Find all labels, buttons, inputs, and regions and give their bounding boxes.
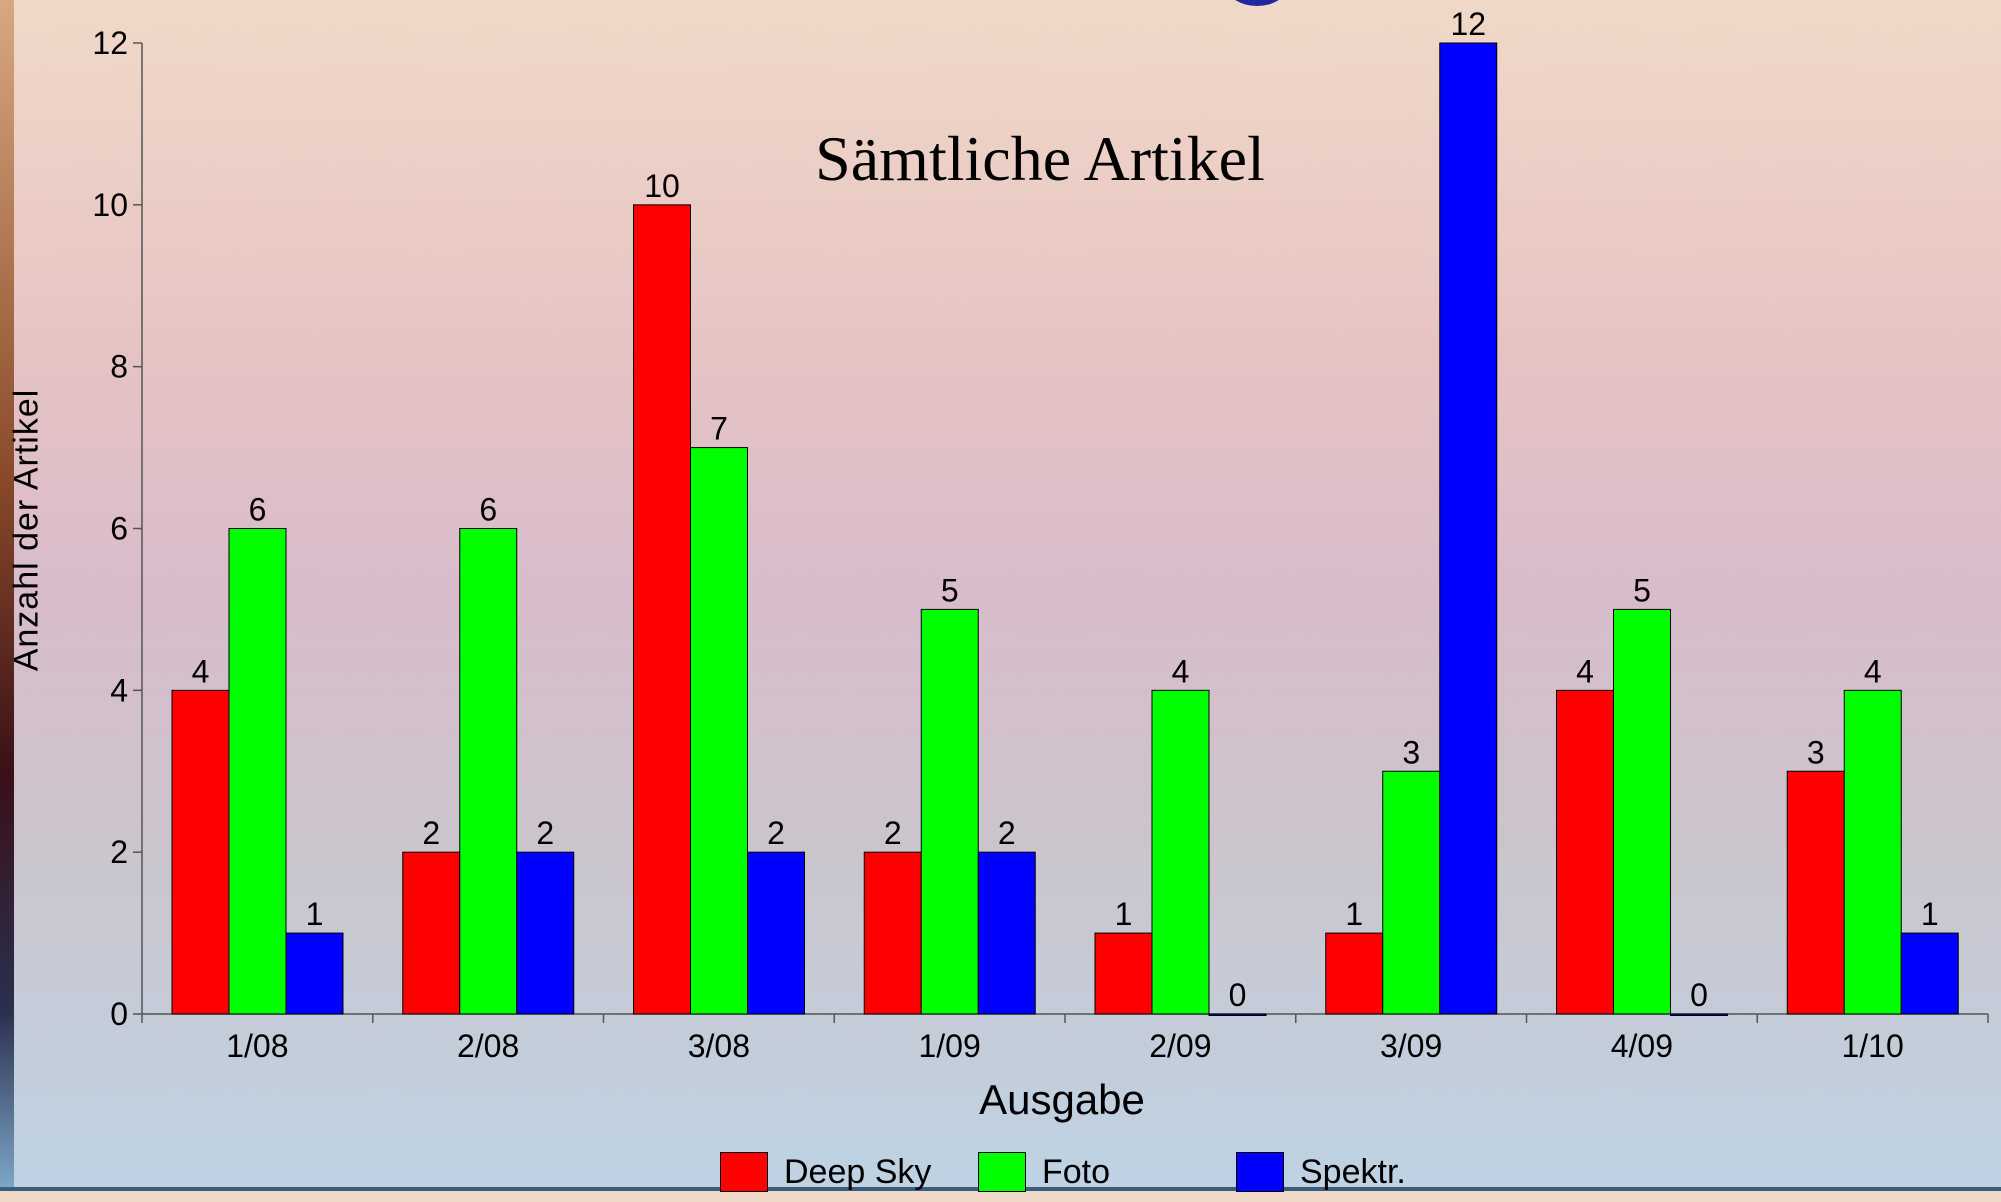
bar: [285, 932, 344, 1015]
bar: [1613, 608, 1671, 1015]
bar-value-label: 4: [1576, 653, 1594, 689]
y-tick-label: 4: [110, 672, 128, 708]
legend: Deep Sky Foto Spektr.: [720, 1152, 1480, 1202]
bar-value-label: 12: [1450, 6, 1486, 42]
bar-value-label: 1: [306, 896, 324, 932]
legend-swatch-deep-sky: [720, 1152, 768, 1192]
y-tick-label: 2: [110, 834, 128, 870]
bar: [228, 528, 287, 1015]
bar: [863, 851, 922, 1015]
bar-value-label: 0: [1229, 977, 1247, 1013]
x-tick-label: 3/09: [1380, 1028, 1442, 1064]
y-axis-title: Anzahl der Artikel: [7, 388, 46, 672]
bar: [1786, 770, 1845, 1015]
bar: [459, 528, 518, 1015]
legend-label-deep-sky: Deep Sky: [784, 1153, 932, 1191]
bar-value-label: 4: [1864, 653, 1882, 689]
partial-logo-shape: [1228, 0, 1286, 6]
x-tick-label: 1/09: [918, 1028, 980, 1064]
x-axis-title: Ausgabe: [979, 1076, 1145, 1123]
bar-value-label: 7: [710, 411, 728, 447]
y-tick-label: 0: [110, 996, 128, 1032]
legend-swatch-spektr: [1236, 1152, 1284, 1192]
bar-value-label: 5: [941, 572, 959, 608]
bar: [1439, 42, 1498, 1015]
bar-value-label: 1: [1345, 896, 1363, 932]
bar: [747, 851, 805, 1015]
bar-value-label: 2: [536, 815, 554, 851]
x-tick-label: 2/08: [457, 1028, 519, 1064]
y-tick-label: 10: [92, 187, 128, 223]
legend-label-spektr: Spektr.: [1300, 1153, 1406, 1191]
bar-value-label: 10: [644, 168, 680, 204]
bar-value-label: 0: [1690, 977, 1708, 1013]
bar: [1094, 932, 1153, 1015]
bar: [1900, 932, 1959, 1015]
bar: [1151, 689, 1210, 1015]
x-tick-label: 1/10: [1841, 1028, 1903, 1064]
bar-value-label: 6: [249, 492, 267, 528]
left-edge-decoration: [0, 0, 14, 1191]
chart-title: Sämtliche Artikel: [815, 123, 1265, 194]
legend-item-deep-sky: Deep Sky: [720, 1152, 931, 1192]
bar-value-label: 3: [1402, 734, 1420, 770]
bar-value-label: 4: [192, 653, 210, 689]
bar-value-label: 3: [1807, 734, 1825, 770]
bar-value-label: 2: [422, 815, 440, 851]
bar: [1208, 1013, 1267, 1016]
bar: [920, 608, 979, 1015]
bar: [977, 851, 1036, 1015]
bar: [690, 447, 748, 1015]
bar-value-label: 2: [998, 815, 1016, 851]
bar-value-label: 6: [479, 492, 497, 528]
bar: [633, 204, 691, 1015]
bar-value-label: 4: [1172, 653, 1190, 689]
legend-label-foto: Foto: [1042, 1153, 1111, 1191]
y-tick-label: 6: [110, 511, 128, 547]
bar: [171, 689, 230, 1015]
legend-item-foto: Foto: [978, 1152, 1110, 1192]
legend-item-spektr: Spektr.: [1236, 1152, 1406, 1192]
bar-value-label: 2: [767, 815, 785, 851]
bar-value-label: 5: [1633, 572, 1651, 608]
legend-swatch-foto: [978, 1152, 1026, 1192]
y-tick-label: 8: [110, 349, 128, 385]
bar-value-label: 1: [1115, 896, 1133, 932]
bar-value-label: 2: [884, 815, 902, 851]
bar: [1325, 932, 1384, 1015]
x-tick-label: 4/09: [1611, 1028, 1673, 1064]
bar: [516, 851, 575, 1015]
bar: [1382, 770, 1441, 1015]
x-tick-label: 2/09: [1149, 1028, 1211, 1064]
bar: [1843, 689, 1902, 1015]
x-tick-label: 3/08: [688, 1028, 750, 1064]
bar: [1670, 1013, 1728, 1016]
x-tick-label: 1/08: [226, 1028, 288, 1064]
bar-value-label: 1: [1921, 896, 1939, 932]
y-tick-label: 12: [92, 25, 128, 61]
bar: [1556, 689, 1614, 1015]
bar: [402, 851, 461, 1015]
